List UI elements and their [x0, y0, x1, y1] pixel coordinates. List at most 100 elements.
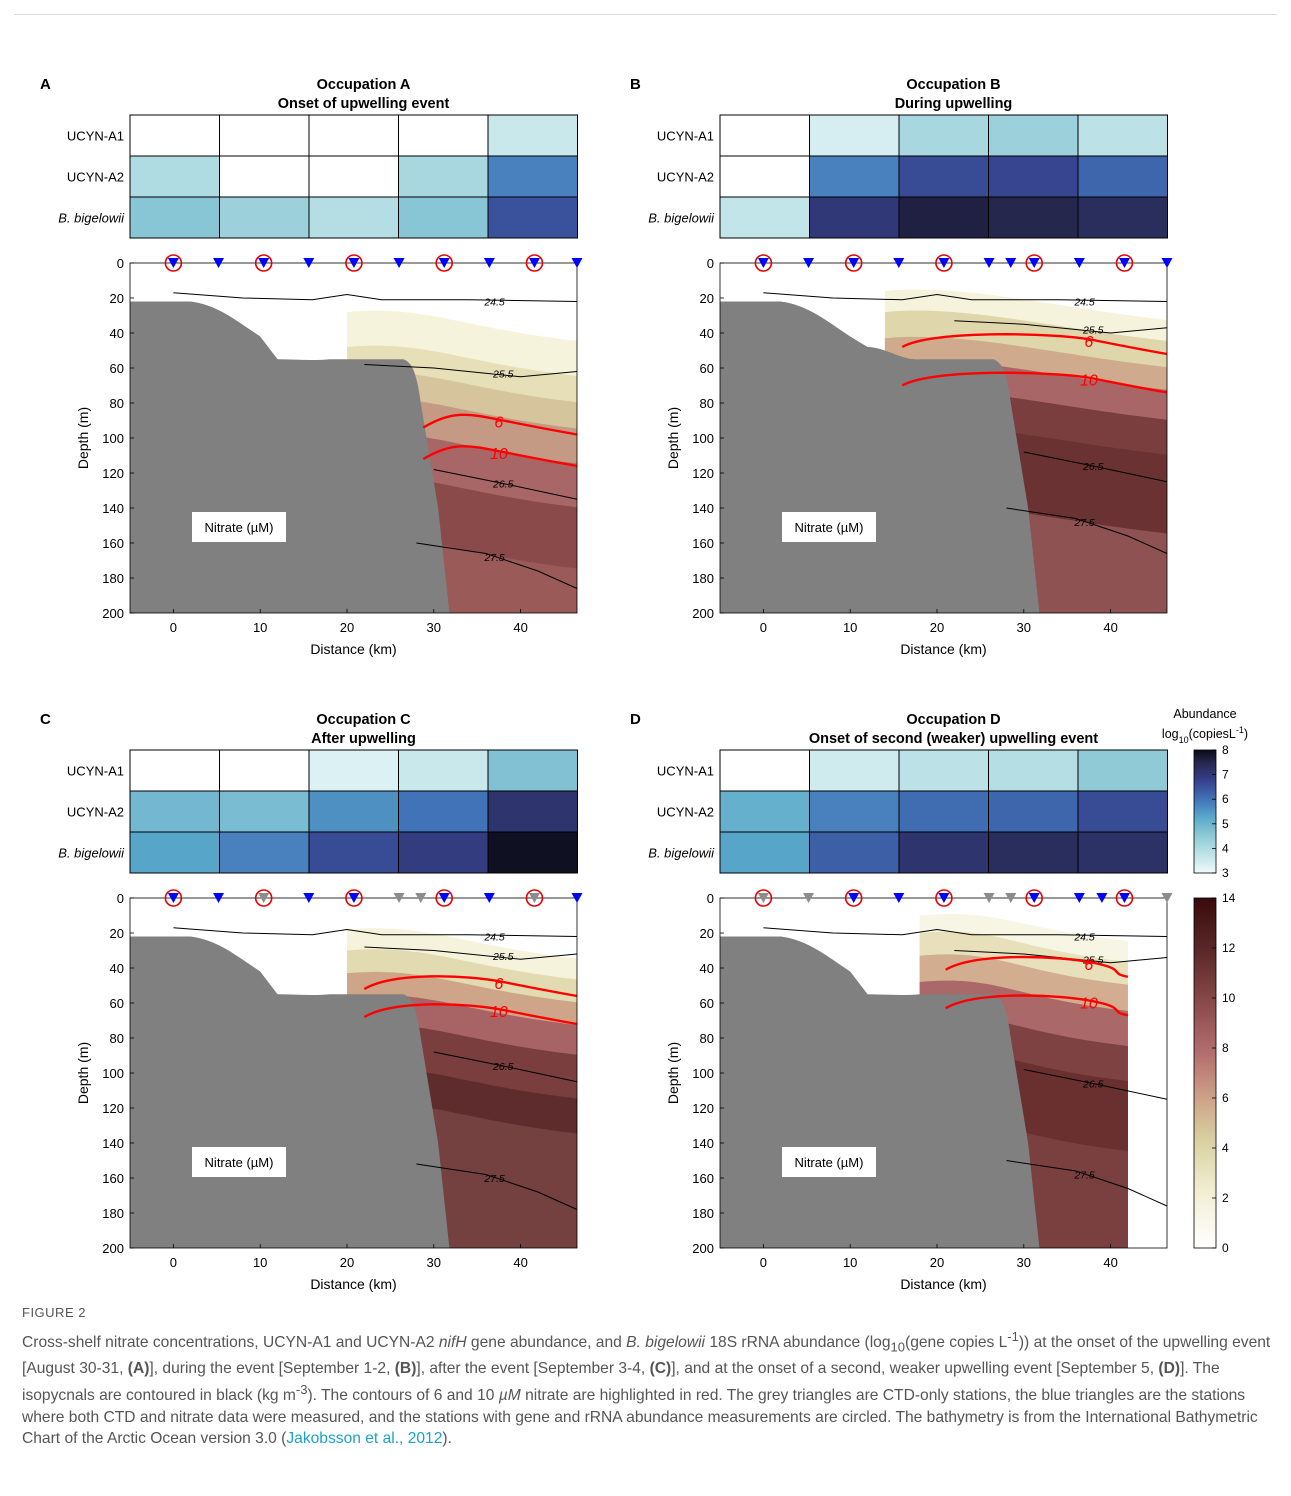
nitrate-contour-label: 10 [1080, 373, 1098, 390]
heatmap-cell [487, 114, 578, 157]
heatmap-cell [988, 114, 1079, 157]
heatmap-cell [129, 790, 220, 833]
abundance-colorbar-title: Abundance [1173, 707, 1236, 721]
sampled-station-circle [525, 254, 544, 272]
y-tick-label: 80 [700, 1031, 714, 1046]
y-tick-label: 60 [110, 996, 124, 1011]
isopycnal-line [433, 1051, 578, 1083]
y-tick-label: 100 [692, 1066, 714, 1081]
heatmap-row-label: UCYN-A2 [657, 170, 714, 185]
isopycnal-line [763, 927, 1168, 937]
isopycnal-label: 26.5 [1082, 1079, 1104, 1091]
nitrate-label-box [782, 1147, 876, 1177]
ctd-only-station [757, 893, 769, 903]
heatmap-cell [308, 831, 399, 874]
y-tick-label: 180 [102, 1206, 124, 1221]
nitrate-contour [363, 1003, 578, 1026]
y-tick-label: 140 [102, 1136, 124, 1151]
sampled-station-circle [254, 889, 273, 907]
ctd-only-station [528, 893, 540, 903]
sampled-station-circle [345, 889, 363, 907]
heatmap-cell [487, 196, 578, 239]
ctd-nitrate-station [483, 258, 495, 268]
heatmap-cell [1077, 831, 1168, 874]
y-tick-label: 180 [692, 571, 714, 586]
y-tick-label: 20 [700, 926, 714, 941]
figure-caption: FIGURE 2 Cross-shelf nitrate concentrati… [22, 1305, 1272, 1450]
nitrate-contour-label: 10 [1080, 995, 1098, 1012]
x-axis-label: Distance (km) [310, 1276, 396, 1292]
heatmap-cell [898, 155, 989, 198]
citation-link[interactable]: Jakobsson et al., 2012 [286, 1430, 443, 1448]
y-tick-label: 120 [692, 466, 714, 481]
sampled-station-circle [844, 889, 863, 907]
ctd-only-station [258, 893, 270, 903]
y-tick-label: 40 [700, 961, 714, 976]
x-tick-label: 40 [1103, 1255, 1117, 1270]
x-tick-label: 30 [427, 1255, 441, 1270]
abundance-colorbar-units: log10(copiesL-1) [1162, 725, 1248, 745]
ctd-nitrate-station [258, 258, 270, 268]
heatmap-cell [129, 155, 220, 198]
y-tick-label: 200 [692, 606, 714, 621]
x-tick-label: 40 [1103, 620, 1117, 635]
y-tick-label: 100 [102, 1066, 124, 1081]
y-tick-label: 0 [707, 891, 714, 906]
ctd-nitrate-station [803, 258, 815, 268]
heatmap-cell [219, 790, 310, 833]
abundance-heatmap: UCYN-A1 UCYN-A2 B. bigelowii [648, 114, 1168, 239]
heatmap-cell [308, 114, 399, 157]
isopycnal-label: 24.5 [1073, 932, 1095, 944]
y-tick-label: 200 [102, 1241, 124, 1256]
y-tick-label: 180 [102, 571, 124, 586]
nitrate-colorbar [1193, 897, 1217, 1249]
y-tick-label: 20 [110, 291, 124, 306]
caption-label: FIGURE 2 [22, 1305, 86, 1320]
heatmap-cell [719, 155, 810, 198]
panel-letter: D [630, 711, 641, 728]
heatmap-cell [398, 155, 489, 198]
y-tick-label: 40 [110, 961, 124, 976]
x-tick-label: 30 [427, 620, 441, 635]
heatmap-cell [308, 155, 399, 198]
heatmap-cell [398, 749, 489, 792]
heatmap-cell [988, 790, 1079, 833]
sampled-station-circle [754, 889, 773, 907]
y-axis-label: Depth (m) [665, 1042, 681, 1104]
ctd-nitrate-station [1073, 893, 1085, 903]
x-tick-label: 10 [253, 1255, 267, 1270]
x-tick-label: 20 [340, 620, 354, 635]
abundance-tick-label: 4 [1222, 841, 1229, 855]
ctd-nitrate-station [1161, 258, 1173, 268]
y-tick-label: 100 [102, 431, 124, 446]
y-tick-label: 100 [692, 431, 714, 446]
heatmap-cell [809, 790, 900, 833]
nitrate-label-box [192, 1147, 286, 1177]
panel-letter: B [630, 76, 641, 93]
heatmap-cell [988, 155, 1079, 198]
nitrate-contour [945, 994, 1129, 1017]
y-tick-label: 140 [692, 501, 714, 516]
panel-title: Occupation A [317, 77, 411, 93]
x-tick-label: 0 [760, 620, 767, 635]
heatmap-cell [129, 196, 220, 239]
nitrate-tick-label: 4 [1222, 1141, 1229, 1155]
nitrate-section: 24.525.526.527.5610020406080100120140160… [665, 889, 1173, 1292]
y-axis-label: Depth (m) [665, 407, 681, 469]
ctd-nitrate-station [848, 893, 860, 903]
panel-subtitle: Onset of upwelling event [278, 96, 450, 112]
heatmap-cell [487, 831, 578, 874]
nitrate-label: Nitrate (µM) [795, 520, 864, 535]
abundance-heatmap: UCYN-A1 UCYN-A2 B. bigelowii [58, 114, 578, 239]
x-tick-label: 30 [1017, 1255, 1031, 1270]
ctd-nitrate-station [348, 258, 360, 268]
x-tick-label: 20 [340, 1255, 354, 1270]
y-tick-label: 0 [117, 256, 124, 271]
abundance-tick-label: 5 [1222, 817, 1229, 831]
panel-subtitle: After upwelling [311, 731, 416, 747]
x-tick-label: 20 [930, 620, 944, 635]
isopycnal-label: 26.5 [492, 1061, 514, 1073]
panel-title: Occupation B [906, 77, 1000, 93]
isopycnal-label: 25.5 [1082, 325, 1104, 337]
